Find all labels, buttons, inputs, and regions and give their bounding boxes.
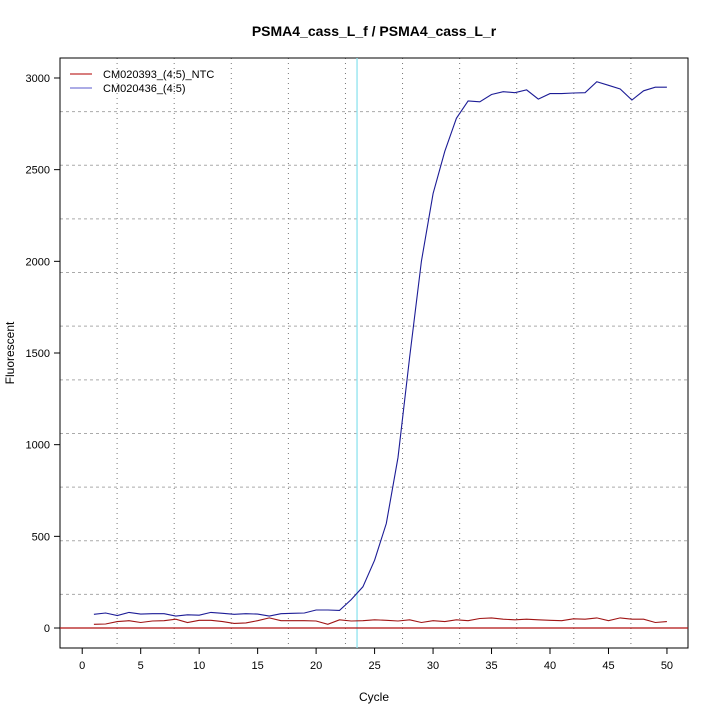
y-tick-label: 2000	[26, 256, 50, 268]
y-axis-label: Fluorescent	[3, 321, 17, 384]
x-tick-label: 35	[485, 660, 497, 672]
x-axis-label: Cycle	[359, 690, 389, 704]
y-tick-label: 3000	[26, 73, 50, 85]
legend-label: CM020436_(4:5)	[103, 83, 186, 95]
x-tick-label: 10	[193, 660, 205, 672]
x-tick-label: 25	[368, 660, 380, 672]
legend: CM020393_(4:5)_NTC CM020436_(4:5)	[70, 69, 214, 95]
x-tick-label: 45	[602, 660, 614, 672]
series-group	[60, 58, 688, 648]
grid	[60, 58, 688, 648]
series-line-1	[93, 617, 667, 625]
plot-frame	[59, 57, 689, 649]
y-tick-label: 1000	[26, 440, 50, 452]
y-tick-label: 1500	[26, 348, 50, 360]
legend-label: CM020393_(4:5)_NTC	[103, 69, 214, 81]
y-tick-label: 0	[44, 623, 50, 635]
x-tick-label: 0	[79, 660, 85, 672]
x-tick-label: 5	[138, 660, 144, 672]
x-tick-label: 15	[252, 660, 264, 672]
x-tick-label: 30	[427, 660, 439, 672]
x-tick-label: 50	[661, 660, 673, 672]
axes: 0 5 10 15 20 25 30 35 40 45 5005001000150020002500…	[26, 57, 689, 672]
chart-title: PSMA4_cass_L_f / PSMA4_cass_L_r	[252, 23, 497, 39]
x-tick-label: 20	[310, 660, 322, 672]
x-tick-label: 40	[544, 660, 556, 672]
y-tick-label: 2500	[26, 165, 50, 177]
series-line-2	[93, 81, 667, 617]
y-tick-label: 500	[32, 531, 50, 543]
